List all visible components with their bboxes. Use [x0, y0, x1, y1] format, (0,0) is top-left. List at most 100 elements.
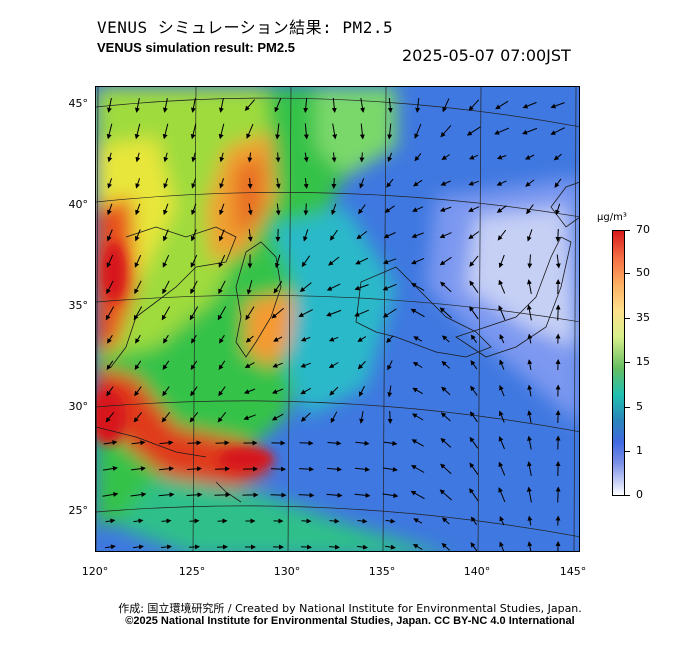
wind-arrow	[303, 229, 309, 242]
wind-arrow	[411, 465, 425, 473]
wind-arrow	[415, 98, 421, 113]
wind-arrow	[105, 306, 115, 321]
wind-arrow	[218, 123, 225, 140]
wind-arrow	[275, 152, 281, 163]
wind-arrow	[550, 102, 565, 109]
wind-arrow	[499, 384, 505, 397]
colorbar-tickmark	[625, 362, 630, 363]
wind-arrow	[387, 152, 393, 163]
wind-arrow	[214, 466, 230, 472]
wind-arrow	[331, 97, 337, 113]
wind-arrow	[413, 336, 423, 342]
wind-arrow	[356, 544, 368, 550]
wind-arrow	[470, 516, 478, 525]
wind-arrow	[555, 254, 561, 269]
wind-arrow	[469, 280, 479, 293]
wind-arrow	[411, 283, 425, 291]
wind-arrow	[163, 152, 169, 163]
wind-arrow	[526, 279, 532, 294]
pm25-map-svg	[96, 87, 579, 551]
colorbar	[612, 230, 625, 496]
wind-arrow	[359, 385, 365, 397]
wind-arrow	[326, 283, 341, 291]
wind-arrow	[440, 125, 452, 138]
lon-label-140: 140°	[463, 565, 491, 578]
wind-arrow	[189, 411, 199, 423]
wind-arrow	[159, 440, 174, 446]
wind-arrow	[219, 152, 225, 163]
wind-arrow	[331, 152, 337, 163]
wind-arrow	[134, 98, 140, 113]
wind-arrow	[273, 336, 283, 342]
colorbar-label-70: 70	[636, 223, 650, 236]
wind-arrow	[275, 203, 281, 216]
wind-arrow	[385, 544, 396, 550]
wind-arrow	[354, 284, 369, 291]
wind-arrow	[526, 486, 532, 503]
wind-arrow	[162, 229, 169, 242]
wind-arrow	[555, 304, 561, 321]
wind-arrow	[357, 336, 367, 342]
wind-arrow	[440, 437, 452, 448]
wind-arrow	[357, 518, 368, 524]
wind-arrow	[162, 98, 168, 113]
wind-arrow	[135, 152, 141, 163]
wind-arrow	[106, 98, 112, 113]
lat-label-40: 40°	[68, 198, 89, 211]
wind-arrow	[303, 152, 309, 163]
wind-arrow	[441, 542, 451, 551]
wind-arrow	[218, 280, 226, 295]
lat-label-25: 25°	[68, 504, 89, 517]
wind-arrow	[439, 307, 452, 319]
wind-arrow	[384, 205, 395, 213]
wind-arrow	[328, 544, 340, 550]
wind-arrow	[214, 492, 231, 498]
wind-arrow	[299, 282, 312, 293]
wind-arrow	[411, 257, 425, 265]
wind-arrow	[247, 229, 253, 242]
wind-arrow	[440, 180, 451, 186]
wind-arrow	[331, 203, 337, 216]
wind-arrow	[106, 229, 113, 242]
wind-arrow	[191, 334, 197, 344]
wind-arrow	[163, 334, 169, 344]
wind-arrow	[245, 306, 255, 321]
wind-arrow	[358, 204, 366, 215]
wind-arrow	[218, 386, 226, 397]
colorbar-label-1: 1	[636, 444, 643, 457]
wind-arrow	[359, 152, 365, 163]
wind-arrow	[555, 203, 561, 216]
wind-arrow	[411, 232, 424, 239]
wind-arrow	[359, 411, 365, 424]
wind-arrow	[133, 306, 143, 321]
wind-arrow	[219, 203, 225, 216]
wind-arrow	[134, 360, 142, 371]
wind-arrow	[382, 493, 399, 498]
wind-arrow	[218, 360, 226, 371]
wind-arrow	[103, 440, 118, 446]
wind-arrow	[412, 387, 424, 395]
wind-arrow	[243, 388, 256, 394]
wind-arrow	[412, 206, 424, 212]
wind-arrow	[498, 305, 506, 321]
wind-arrow	[526, 304, 532, 321]
wind-arrow	[439, 232, 452, 239]
wind-arrow	[186, 466, 202, 472]
wind-arrow	[499, 333, 505, 344]
wind-arrow	[163, 203, 169, 216]
wind-arrow	[496, 205, 507, 213]
wind-arrow	[243, 414, 256, 421]
wind-arrow	[526, 461, 532, 476]
wind-arrow	[300, 412, 311, 422]
credit-japanese: 作成: 国立環境研究所 / Created by National Instit…	[118, 602, 582, 615]
wind-arrow	[330, 411, 338, 424]
wind-arrow	[300, 544, 312, 550]
colorbar-tickmark	[625, 451, 630, 452]
wind-arrow	[326, 309, 342, 317]
wind-arrow	[303, 123, 309, 140]
wind-arrow	[470, 385, 478, 396]
wind-arrow	[555, 228, 561, 242]
wind-arrow	[327, 440, 342, 446]
wind-arrow	[499, 541, 505, 551]
wind-arrow	[469, 306, 479, 320]
